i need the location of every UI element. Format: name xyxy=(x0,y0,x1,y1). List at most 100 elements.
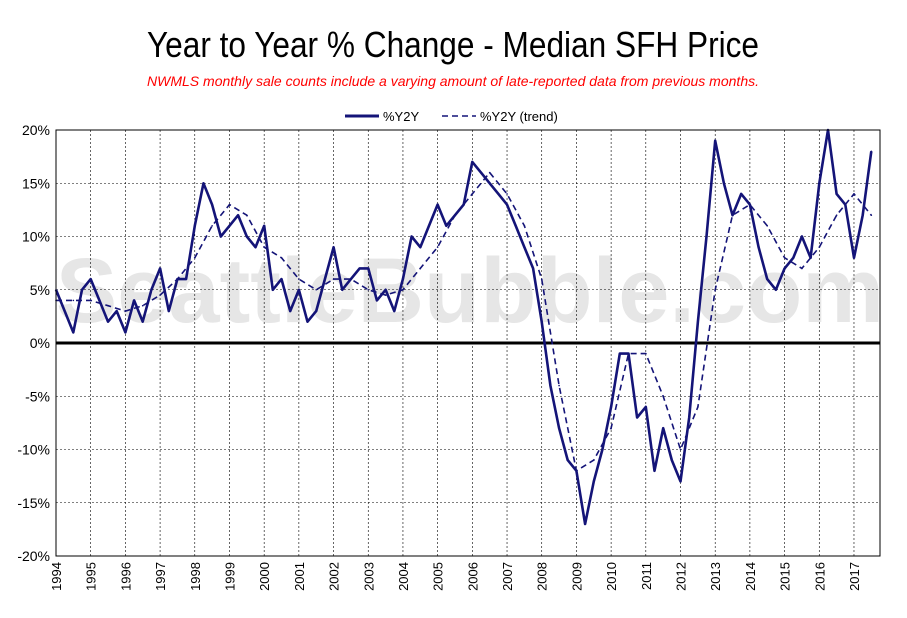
y2y-point xyxy=(636,416,638,419)
x-tick-label: 2010 xyxy=(604,562,619,591)
y2y-point xyxy=(584,523,586,525)
x-tick-label: 1998 xyxy=(188,562,203,591)
trend-point xyxy=(558,384,560,387)
y2y-point xyxy=(98,299,101,302)
x-tick-label: 1994 xyxy=(49,562,64,591)
y2y-point xyxy=(410,235,413,238)
y2y-point xyxy=(523,246,526,248)
watermark-text: SeattleBubble.com xyxy=(56,240,884,342)
y2y-point xyxy=(124,331,127,334)
trend-point xyxy=(662,395,664,398)
trend-point xyxy=(731,214,734,216)
y2y-point xyxy=(566,459,569,461)
x-tick-label: 2000 xyxy=(257,562,272,591)
trend-point xyxy=(454,214,456,216)
x-tick-label: 2014 xyxy=(743,562,758,591)
y2y-point xyxy=(532,267,534,270)
x-tick-label: 2017 xyxy=(847,562,862,591)
y2y-point xyxy=(315,310,318,312)
legend-label-trend: %Y2Y (trend) xyxy=(480,109,558,124)
y2y-point xyxy=(679,480,682,483)
trend-point xyxy=(280,257,283,259)
trend-point xyxy=(697,406,699,408)
y2y-point xyxy=(358,267,361,270)
y2y-point xyxy=(324,278,326,280)
x-tick-label: 2008 xyxy=(535,562,550,591)
trend-point xyxy=(575,470,578,472)
trend-point xyxy=(211,225,213,227)
y-tick-label: -15% xyxy=(17,495,50,511)
y-tick-label: 5% xyxy=(30,282,50,298)
y2y-point xyxy=(107,320,109,323)
x-tick-label: 1995 xyxy=(84,562,99,591)
y2y-point xyxy=(167,310,170,312)
trend-point xyxy=(436,246,439,248)
y2y-point xyxy=(766,278,769,280)
trend-point xyxy=(228,203,231,206)
y2y-point xyxy=(592,480,595,483)
series-trend-line xyxy=(56,171,872,472)
trend-point xyxy=(471,193,474,195)
y2y-point xyxy=(757,246,760,248)
y2y-point xyxy=(211,203,213,206)
trend-point xyxy=(298,278,300,280)
trend-point xyxy=(176,278,179,280)
trend-point xyxy=(141,304,144,307)
series-layer xyxy=(54,128,873,526)
y2y-point xyxy=(298,288,300,291)
y2y-point xyxy=(341,288,344,291)
y2y-point xyxy=(72,331,75,334)
trend-point xyxy=(72,299,75,302)
x-tick-label: 1999 xyxy=(222,562,237,591)
y2y-point xyxy=(115,310,118,312)
trend-point xyxy=(835,214,838,216)
y2y-point xyxy=(645,406,647,408)
y-tick-label: 10% xyxy=(22,229,50,245)
trend-point xyxy=(124,310,127,312)
y2y-point xyxy=(618,352,621,355)
x-tick-label: 2001 xyxy=(292,562,307,591)
x-tick-label: 2003 xyxy=(361,562,376,591)
trend-point xyxy=(315,288,318,291)
x-tick-label: 2015 xyxy=(778,562,793,591)
trend-point xyxy=(263,246,265,248)
trend-point xyxy=(107,304,109,307)
y2y-point xyxy=(428,225,430,227)
trend-point xyxy=(350,278,352,280)
plot-frame xyxy=(55,129,881,557)
trend-point xyxy=(679,448,682,451)
trend-point xyxy=(627,352,630,355)
y2y-point xyxy=(601,448,604,451)
y2y-point xyxy=(653,470,656,472)
y-axis-ticks: -20% -15% -10% -5% 0% 5% 10% 15% 20% xyxy=(17,122,50,564)
y2y-point xyxy=(81,288,83,291)
y2y-point xyxy=(263,225,265,227)
x-tick-label: 2009 xyxy=(569,562,584,591)
trend-point xyxy=(193,257,196,259)
trend-point xyxy=(159,294,161,296)
y2y-point xyxy=(185,278,187,280)
trend-point xyxy=(89,299,92,302)
y2y-point xyxy=(671,459,673,461)
y-tick-label: 20% xyxy=(22,122,50,138)
y2y-point xyxy=(193,225,196,227)
trend-point xyxy=(592,459,595,461)
y2y-point xyxy=(480,171,482,174)
y2y-point xyxy=(662,427,664,430)
y2y-point xyxy=(818,182,821,185)
y2y-point xyxy=(714,139,716,142)
x-tick-label: 2006 xyxy=(465,562,480,591)
y2y-point xyxy=(740,193,743,195)
trend-point xyxy=(523,225,526,227)
y2y-point xyxy=(220,235,222,238)
trend-point xyxy=(801,267,803,270)
y-tick-label: 15% xyxy=(22,175,50,191)
y2y-point xyxy=(775,288,777,291)
legend: %Y2Y %Y2Y (trend) xyxy=(345,109,558,124)
trend-point xyxy=(749,203,751,206)
trend-point xyxy=(384,294,387,296)
y2y-point xyxy=(332,246,335,248)
y2y-point xyxy=(384,288,387,291)
trend-point xyxy=(367,288,370,291)
